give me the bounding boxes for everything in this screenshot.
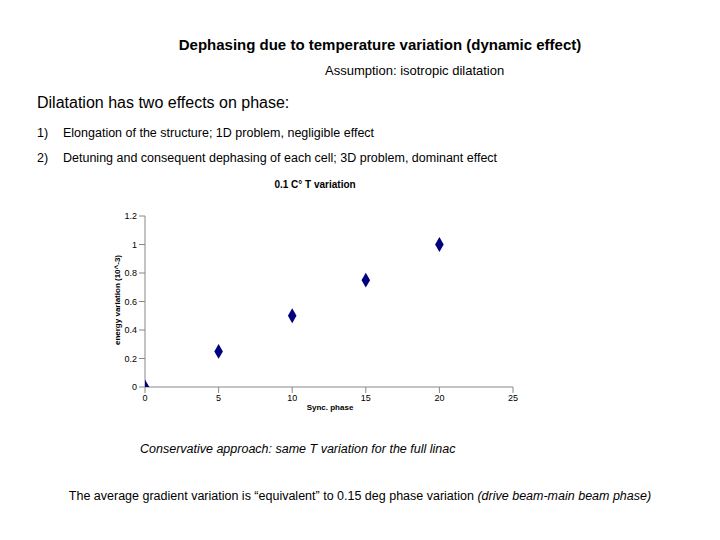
html-text:Dilatation has two effects on: Dilatation has two effects on phase:	[37, 94, 290, 111]
html-text:Detuning and consequent dephas: Detuning and consequent dephasing of eac…	[63, 151, 498, 165]
svg-text:25: 25	[508, 393, 518, 403]
svg-text:20: 20	[434, 393, 444, 403]
svg-text:0.2: 0.2	[124, 354, 137, 364]
svg-text:0.4: 0.4	[124, 325, 137, 335]
svg-text:0: 0	[142, 393, 147, 403]
svg-text:10: 10	[287, 393, 297, 403]
html-text:2): 2)	[37, 151, 49, 165]
html-text:Conservative approach: same T: Conservative approach: same T variation …	[140, 442, 456, 456]
html-text:Sync. phase: Sync. phase	[306, 403, 354, 412]
html-text:The average gradient variation: The average gradient variation is “equiv…	[68, 489, 652, 503]
html-text:Elongation of the structure; 1: Elongation of the structure; 1D problem,…	[63, 126, 375, 140]
html-text:0.1 C° T variation: 0.1 C° T variation	[274, 179, 356, 190]
svg-text:0.8: 0.8	[124, 268, 137, 278]
svg-text:1.2: 1.2	[124, 211, 137, 221]
svg-text:0: 0	[132, 382, 137, 392]
html-text:energy variation (10^-3): energy variation (10^-3)	[112, 255, 122, 345]
html-text:Assumption: isotropic dilatati: Assumption: isotropic dilatation	[325, 63, 505, 78]
html-text:1): 1)	[37, 126, 49, 140]
svg-text:0.6: 0.6	[124, 297, 137, 307]
html-text:Dephasing due to temperature v: Dephasing due to temperature variation (…	[178, 36, 582, 53]
svg-text:1: 1	[132, 240, 137, 250]
svg-text:15: 15	[361, 393, 371, 403]
svg-text:5: 5	[216, 393, 221, 403]
